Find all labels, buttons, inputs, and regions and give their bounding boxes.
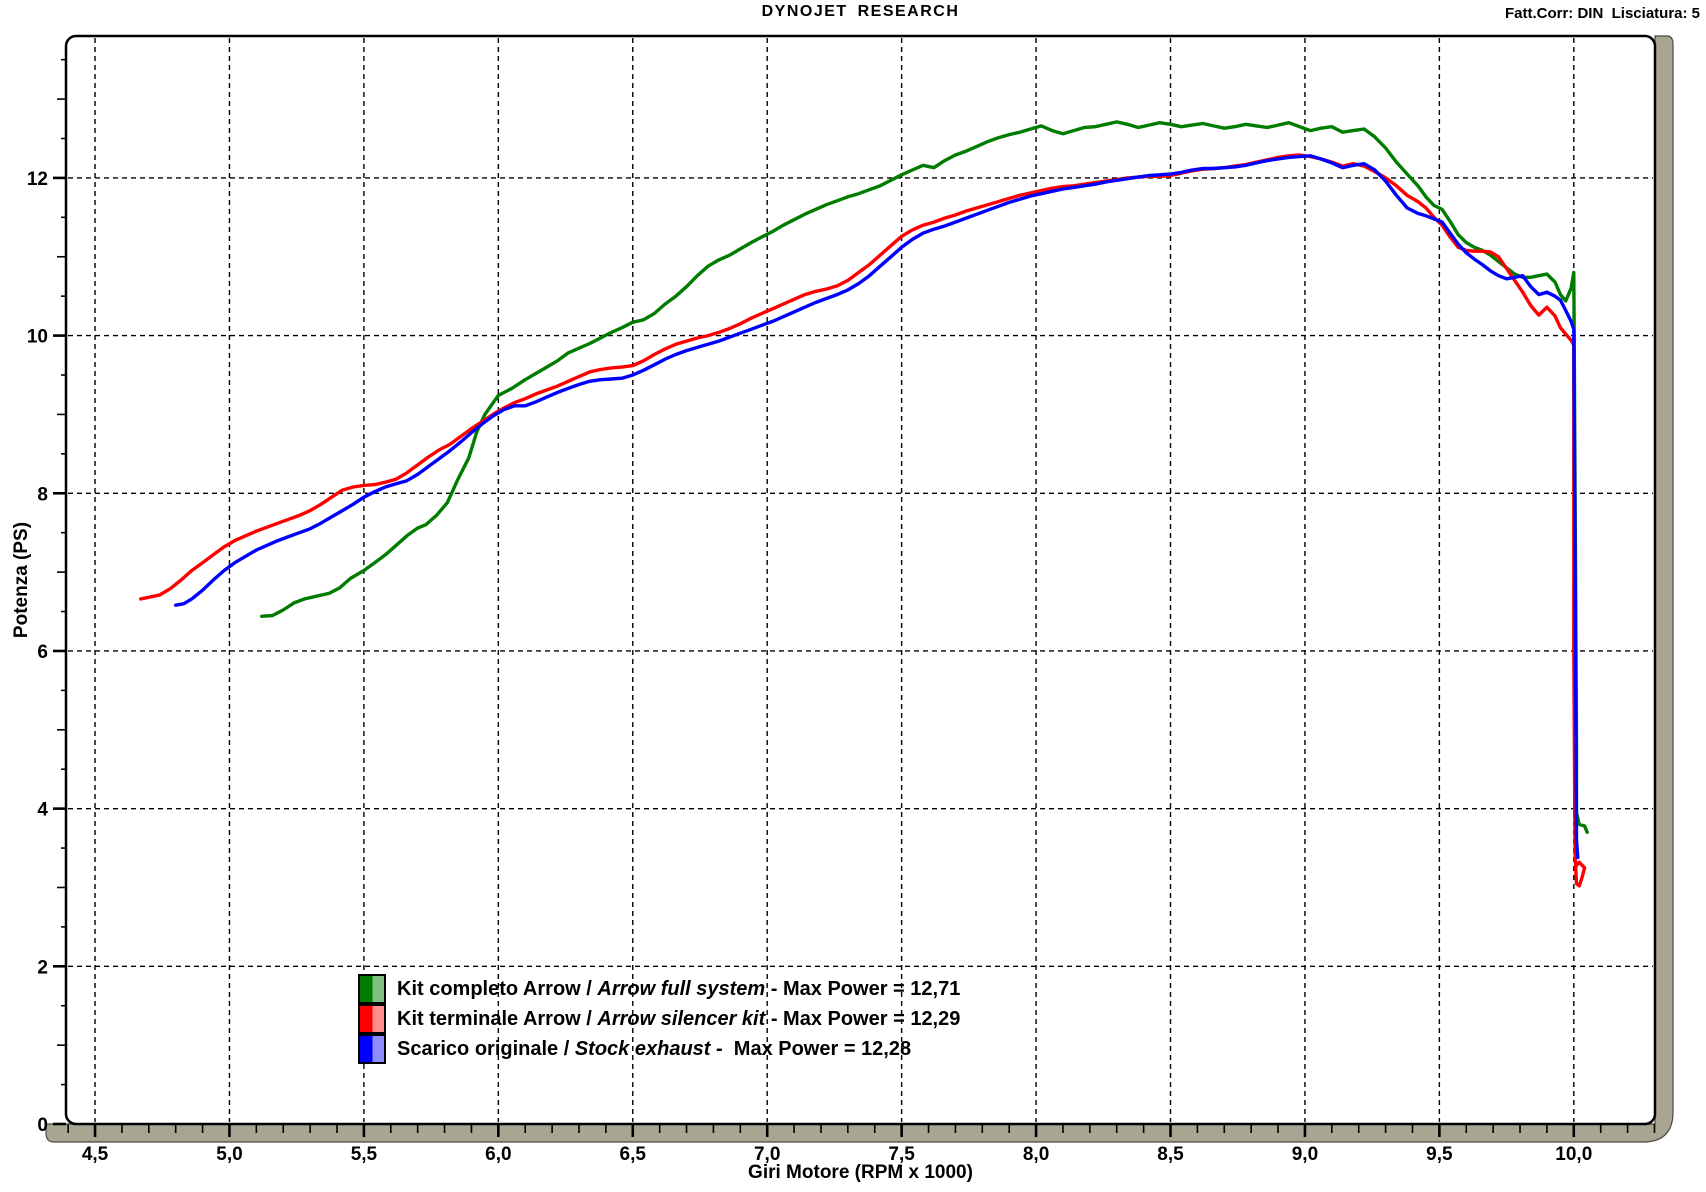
y-tick-label: 4 — [37, 800, 48, 821]
y-tick-label: 6 — [37, 642, 48, 663]
x-tick-label: 10,0 — [1555, 1144, 1592, 1165]
x-tick-label: 5,0 — [216, 1144, 242, 1165]
x-ticks — [67, 1124, 1656, 1137]
legend-swatch-red — [358, 1004, 386, 1034]
legend-item-stock-exhaust: Scarico originale / Stock exhaust - Max … — [358, 1034, 960, 1064]
legend: Kit completo Arrow / Arrow full system -… — [358, 974, 960, 1064]
plot-area — [64, 34, 1657, 1126]
legend-label: Kit terminale Arrow / Arrow silencer kit… — [397, 1007, 961, 1030]
curves — [138, 120, 1589, 888]
y-tick-label: 0 — [37, 1115, 48, 1136]
report-title: DYNOJET RESEARCH — [761, 3, 960, 20]
frame-bevel — [45, 35, 1674, 1143]
gridlines — [68, 38, 1653, 1122]
y-tick-label: 10 — [27, 327, 48, 348]
y-tick-label: 8 — [37, 484, 48, 505]
x-tick-label: 9,5 — [1426, 1144, 1453, 1165]
legend-swatch-blue — [358, 1034, 386, 1064]
x-tick-label: 8,5 — [1157, 1144, 1184, 1165]
x-tick-label: 8,0 — [1023, 1144, 1049, 1165]
curve-kit-12,29 — [138, 153, 1587, 888]
y-ticks — [53, 58, 66, 1126]
curve-kit-12,71 — [260, 120, 1589, 834]
y-tick-label: 2 — [37, 957, 48, 978]
correction-factor-info: Fatt.Corr: DIN Lisciatura: 5 — [1504, 5, 1700, 22]
curve-scarico-12,28 — [173, 154, 1580, 860]
x-tick-label: 6,0 — [485, 1144, 511, 1165]
x-tick-label: 7,0 — [754, 1144, 780, 1165]
x-axis-title: Giri Motore (RPM x 1000) — [748, 1162, 973, 1183]
x-tick-label: 4,5 — [82, 1144, 109, 1165]
x-tick-labels: 4,5 5,0 5,5 6,0 6,5 7,0 7,5 8,0 8,5 9,0 9,5 10,0 — [82, 1144, 1592, 1165]
x-tick-label: 9,0 — [1292, 1144, 1318, 1165]
y-axis-title: Potenza (PS) — [11, 521, 32, 639]
legend-label: Kit completo Arrow / Arrow full system -… — [397, 977, 961, 1000]
legend-label: Scarico originale / Stock exhaust - Max … — [397, 1037, 912, 1060]
y-tick-labels: 0 2 4 6 8 10 12 — [27, 169, 49, 1136]
x-tick-label: 6,5 — [620, 1144, 647, 1165]
x-tick-label: 5,5 — [351, 1144, 378, 1165]
legend-item-silencer-kit: Kit terminale Arrow / Arrow silencer kit… — [358, 1004, 960, 1034]
legend-swatch-green — [358, 974, 386, 1004]
x-tick-label: 7,5 — [888, 1144, 915, 1165]
legend-item-full-system: Kit completo Arrow / Arrow full system -… — [358, 974, 960, 1004]
y-tick-label: 12 — [27, 169, 48, 190]
